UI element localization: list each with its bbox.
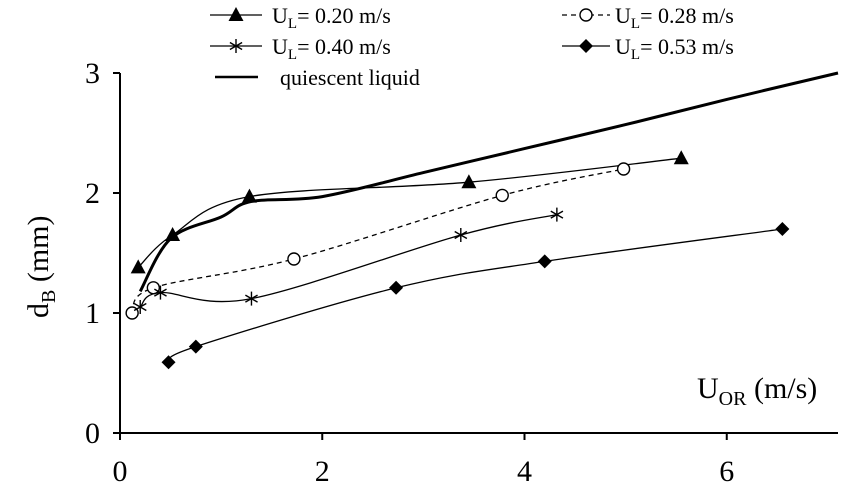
series-4 [140, 73, 838, 291]
x-tick-label: 2 [315, 455, 330, 488]
data-point [455, 228, 467, 242]
legend-label: UL= 0.53 m/s [615, 34, 734, 63]
y-axis-label: dB (mm) [22, 216, 60, 319]
legend-marker [229, 7, 244, 21]
series-1 [126, 163, 629, 319]
data-point [245, 292, 257, 306]
data-point [147, 282, 159, 294]
x-tick-label: 4 [517, 455, 532, 488]
data-point [538, 254, 552, 268]
series-line [140, 73, 838, 291]
legend-entry-4: quiescent liquid [215, 65, 420, 90]
series-line [132, 169, 623, 313]
series-line [140, 215, 557, 307]
series-line [169, 229, 783, 362]
y-tick-label: 3 [85, 57, 100, 90]
data-point [496, 189, 508, 201]
legend-entry-1: UL= 0.28 m/s [562, 3, 734, 32]
x-tick-label: 0 [113, 455, 128, 488]
data-point [189, 340, 203, 354]
data-point [551, 208, 563, 222]
legend-marker [580, 9, 592, 21]
legend-label: UL= 0.20 m/s [272, 3, 391, 32]
x-tick-label: 6 [719, 455, 734, 488]
data-point [775, 222, 789, 236]
legend-marker [579, 39, 593, 53]
data-point [162, 355, 176, 369]
data-point [389, 281, 403, 295]
series-layer [126, 73, 838, 369]
series-0 [131, 150, 689, 273]
y-tick-label: 0 [85, 417, 100, 450]
legend-entry-0: UL= 0.20 m/s [210, 3, 391, 32]
legend-label: UL= 0.40 m/s [272, 34, 391, 63]
x-axis-label: UOR (m/s) [697, 372, 817, 410]
legend-entry-2: UL= 0.40 m/s [210, 34, 391, 63]
legend: UL= 0.20 m/s UL= 0.28 m/s UL= 0.40 m/s UL= … [210, 3, 734, 90]
data-point [618, 163, 630, 175]
data-point [674, 150, 689, 164]
legend-entry-3: UL= 0.53 m/s [562, 34, 734, 63]
y-tick-label: 1 [85, 297, 100, 330]
axes: 0 2 4 6 0 1 2 3 [85, 57, 838, 488]
y-tick-label: 2 [85, 177, 100, 210]
data-point [288, 253, 300, 265]
legend-label: quiescent liquid [280, 65, 420, 90]
legend-label: UL= 0.28 m/s [615, 3, 734, 32]
